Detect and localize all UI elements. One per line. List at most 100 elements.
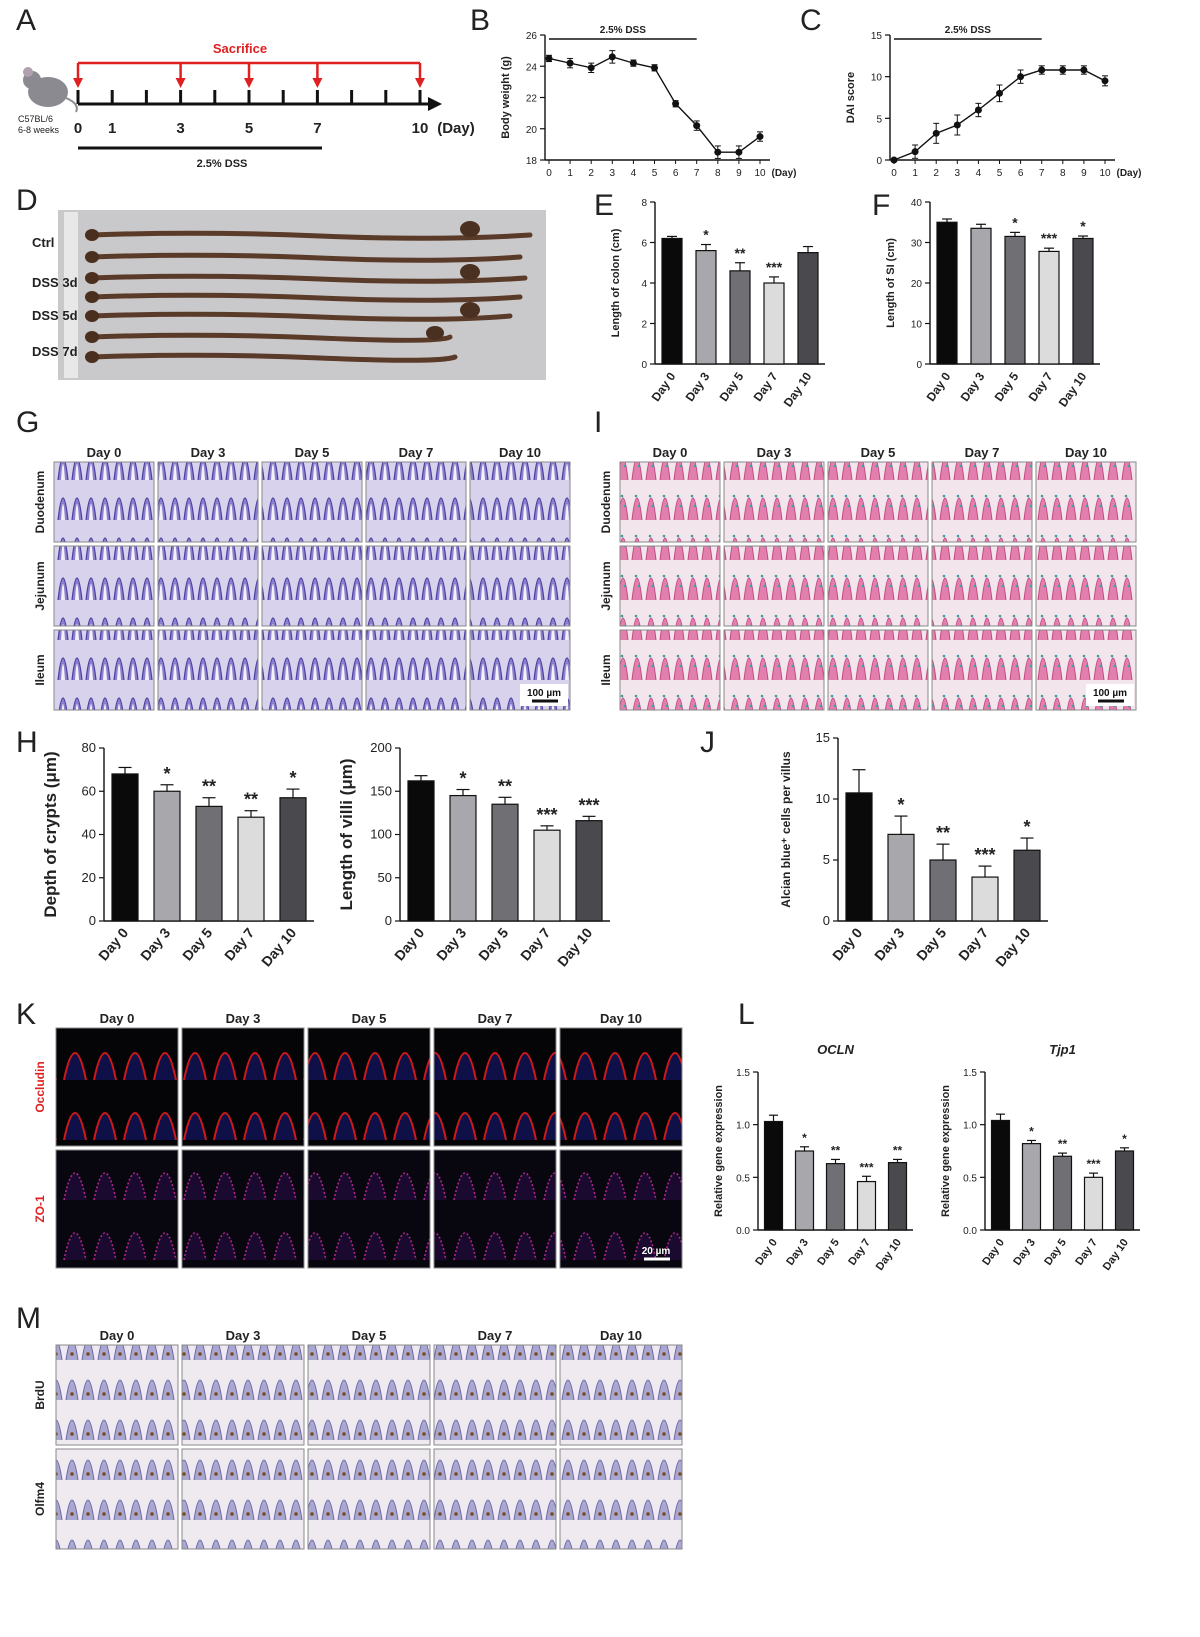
x-tick-label: Day 7	[1073, 1237, 1100, 1268]
micrograph	[1035, 545, 1137, 627]
he-image-grid: Day 0 Day 3 Day 5 Day 7 Day 10 Duodenum Jejunu…	[33, 445, 571, 711]
y-tick-label: 10	[871, 73, 883, 84]
micrograph	[723, 461, 825, 543]
significance-mark: *	[1012, 214, 1018, 230]
column-header: Day 0	[100, 1011, 135, 1026]
bar	[971, 876, 999, 922]
colon-specimen	[89, 252, 523, 263]
y-tick-label: 0	[916, 360, 922, 371]
colon-pellet	[426, 326, 444, 340]
column-header: Day 10	[600, 1011, 642, 1026]
significance-mark: *	[1080, 218, 1086, 234]
chart-l1: 0.0 0.5 1.0 1.5 Relative gene expression OCLN…	[713, 1042, 913, 1273]
x-tick-label: Day 10	[781, 369, 815, 409]
x-tick-label: Day 0	[753, 1237, 780, 1268]
data-point	[996, 89, 1003, 97]
x-tick-label: Day 7	[751, 369, 781, 404]
column-header: Day 7	[478, 1328, 513, 1343]
micrograph	[181, 1027, 305, 1147]
x-tick-label: 10	[1099, 168, 1111, 179]
column-header: Day 0	[87, 445, 122, 460]
micrograph	[365, 629, 467, 711]
significance-mark: *	[1029, 1124, 1034, 1138]
data-point	[953, 121, 961, 129]
data-point	[756, 133, 764, 141]
bar	[237, 816, 265, 922]
column-header: Day 10	[1065, 445, 1107, 460]
data-point	[629, 59, 637, 67]
micrograph	[157, 461, 259, 543]
x-tick-label: 10	[754, 168, 766, 179]
y-axis-label: Relative gene expression	[940, 1085, 952, 1217]
x-tick-label: Day 0	[95, 924, 131, 963]
micrograph	[931, 461, 1033, 543]
column-header: Day 7	[399, 445, 434, 460]
colon-specimen	[89, 273, 528, 284]
x-tick-label: Day 7	[955, 924, 991, 963]
sacrifice-arrowhead	[175, 78, 186, 88]
micrograph	[723, 629, 825, 711]
x-tick-label: Day 0	[391, 924, 427, 963]
significance-mark: **	[735, 245, 746, 261]
bar	[856, 1180, 877, 1231]
x-tick-label: Day 5	[913, 924, 949, 963]
y-axis-label: Alcian blue⁺ cells per villus	[779, 751, 793, 908]
scale-bar-label: 20 µm	[642, 1246, 671, 1257]
panel-m: M Day 0 Day 3 Day 5 Day 7 Day 10 BrdU Olfm4	[16, 1302, 683, 1550]
x-tick-label: 3	[955, 168, 961, 179]
micrograph	[559, 1344, 683, 1446]
x-tick-label: 4	[631, 168, 637, 179]
panel-label-g: G	[16, 406, 39, 439]
y-axis-label: Depth of crypts (μm)	[41, 751, 60, 917]
bar	[1083, 1176, 1104, 1231]
x-tick-label: 6	[1018, 168, 1024, 179]
bar	[729, 270, 751, 365]
significance-mark: ***	[859, 1160, 873, 1174]
column-header: Day 5	[352, 1328, 387, 1343]
significance-mark: ***	[1086, 1157, 1100, 1171]
column-header: Day 0	[653, 445, 688, 460]
timeline-arrowhead	[428, 97, 442, 111]
bar	[845, 792, 873, 922]
bar	[1021, 1143, 1042, 1231]
x-tick-label: Day 3	[683, 369, 713, 404]
significance-mark: *	[897, 795, 904, 815]
micrograph	[365, 545, 467, 627]
micrograph	[365, 461, 467, 543]
bar	[990, 1119, 1011, 1231]
micrograph	[559, 1027, 683, 1147]
x-tick-label: 6	[673, 168, 679, 179]
bar	[929, 859, 957, 922]
timeline-day-label: 3	[176, 120, 184, 137]
row-label: BrdU	[33, 1380, 47, 1409]
y-tick-label: 200	[370, 740, 392, 755]
chart-title: OCLN	[817, 1042, 854, 1057]
colon-row-label: DSS 3d	[32, 275, 78, 290]
y-axis-label: Body weight (g)	[500, 56, 512, 139]
y-tick-label: 0.5	[736, 1173, 750, 1184]
x-tick-label: 5	[997, 168, 1003, 179]
dss-label: 2.5% DSS	[197, 158, 248, 170]
x-tick-label: 5	[652, 168, 658, 179]
ruler	[64, 212, 78, 378]
y-tick-label: 30	[911, 239, 923, 250]
data-point	[1080, 66, 1088, 74]
micrograph	[157, 545, 259, 627]
micrograph	[55, 1027, 179, 1147]
x-tick-label: Day 5	[717, 369, 747, 404]
x-tick-label: 9	[1081, 168, 1087, 179]
bar	[1114, 1150, 1135, 1231]
timeline-day-label: 7	[313, 120, 321, 137]
if-image-grid: Day 0 Day 3 Day 5 Day 7 Day 10 Occludin ZO-1 20…	[33, 1011, 683, 1269]
sacrifice-label: Sacrifice	[213, 41, 267, 56]
panel-label-h: H	[16, 726, 38, 759]
x-tick-label: Day 3	[137, 924, 173, 963]
significance-mark: **	[498, 776, 512, 796]
significance-mark: *	[802, 1131, 807, 1145]
significance-mark: **	[244, 790, 258, 810]
column-header: Day 3	[226, 1328, 261, 1343]
data-point	[890, 156, 898, 164]
micrograph	[559, 1149, 683, 1269]
y-tick-label: 150	[370, 783, 392, 798]
